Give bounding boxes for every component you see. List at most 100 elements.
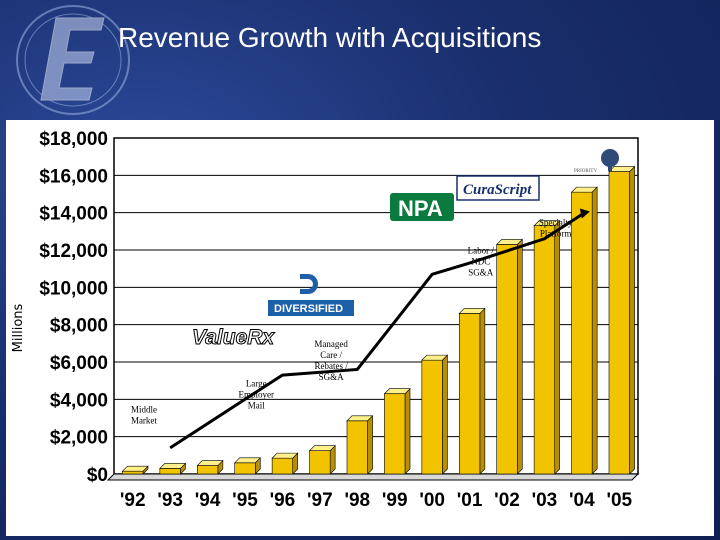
x-tick-label: '95 [232, 490, 258, 511]
x-tick-label: '02 [494, 490, 520, 511]
bar [233, 457, 262, 475]
bar-front [122, 470, 144, 475]
annotation-label: Managed Care / Rebates / SG&A [314, 339, 348, 382]
bar-front [309, 450, 331, 475]
bar-side [554, 220, 561, 475]
y-tick-label: $4,000 [50, 390, 108, 411]
chart-floor [106, 473, 640, 481]
x-tick-label: '00 [419, 490, 445, 511]
y-tick-labels: $0 $2,000 $4,000 $6,000 $8,000 $10,000 $12,000… [39, 129, 108, 486]
bar [159, 462, 187, 475]
tree-icon [601, 149, 619, 167]
bar [308, 444, 336, 475]
bar [533, 220, 561, 475]
y-tick-label: $18,000 [39, 129, 108, 150]
y-tick-label: $12,000 [39, 241, 108, 262]
trend-line-group [169, 208, 590, 450]
bar [495, 238, 524, 475]
slide-title: Revenue Growth with Acquisitions [118, 22, 542, 53]
x-tick-label: '05 [606, 490, 632, 511]
bar [346, 415, 374, 475]
bar [421, 354, 449, 475]
priority-healthcare-logo: PRIORITY [574, 149, 619, 174]
bar-front [458, 313, 481, 475]
bar-front [421, 359, 443, 475]
npa-logo-text: NPA [398, 196, 443, 221]
x-tick-label: '92 [120, 490, 146, 511]
bar-top [233, 457, 262, 464]
bar-top [495, 239, 524, 245]
bar-top [608, 166, 636, 172]
bar-top [271, 452, 299, 459]
chart-panel: Middle Market Large Employer Mail Managed Care… [6, 120, 714, 536]
y-axis-title: Millions [11, 303, 26, 352]
bar-top [308, 445, 336, 451]
y-tick-label: $8,000 [50, 316, 108, 337]
bar-side [629, 165, 635, 475]
y-tick-label: $6,000 [50, 353, 108, 374]
bar [458, 307, 486, 475]
x-tick-label: '93 [157, 490, 183, 511]
x-tick-label: '96 [270, 490, 296, 511]
npa-logo: NPA [390, 193, 454, 221]
bar [196, 459, 224, 475]
curascript-frame [456, 175, 540, 201]
x-tick-label: '99 [382, 490, 408, 511]
diversified-mark-icon [300, 274, 318, 294]
tree-trunk-icon [608, 162, 612, 171]
bar-side [367, 415, 373, 475]
priority-logo-text: PRIORITY [574, 169, 597, 174]
bar [608, 165, 636, 475]
bar-front [271, 457, 294, 475]
trend-line [169, 213, 583, 450]
curascript-logo: CuraScript [456, 175, 540, 201]
x-tick-label: '97 [307, 490, 333, 511]
bar-front [533, 225, 556, 475]
annotations: Middle Market Large Employer Mail Managed Care… [131, 218, 573, 426]
bar-front [384, 393, 406, 475]
revenue-bar-chart: Middle Market Large Employer Mail Managed Care… [11, 129, 640, 511]
bar-side [404, 388, 411, 475]
bar-front [346, 420, 368, 475]
bar-top [570, 186, 598, 193]
bar-front [571, 191, 593, 475]
bar [121, 465, 149, 475]
bar-side [442, 354, 448, 475]
bar-front [159, 468, 181, 475]
diversified-logo-text: DIVERSIFIED [274, 303, 343, 315]
y-tick-label: $14,000 [39, 204, 108, 225]
bars [121, 165, 636, 475]
x-tick-label: '04 [569, 490, 595, 511]
bar [383, 388, 411, 475]
bar-top [533, 220, 561, 227]
bar-top [159, 463, 187, 469]
x-tick-labels: '92 '93 '94 '95 '96 '97 '98 '99 '00 '01 '02 '03 '04 '… [120, 490, 633, 511]
bar-side [591, 186, 598, 475]
bar-top [121, 465, 149, 472]
bar-top [196, 460, 224, 466]
bar-top [383, 388, 411, 395]
y-tick-label: $10,000 [39, 278, 108, 299]
bar-top [421, 354, 449, 361]
annotation-label: Labor / NDC SG&A [468, 246, 495, 278]
x-tick-label: '98 [344, 490, 370, 511]
bar [271, 452, 299, 475]
y-tick-label: $0 [87, 465, 108, 486]
bar-side [516, 238, 523, 475]
npa-badge [390, 193, 454, 221]
bar-top [458, 308, 486, 314]
x-tick-label: '03 [532, 490, 558, 511]
annotation-label: Middle Market [131, 404, 157, 425]
bar-front [234, 462, 256, 475]
bar-top [346, 415, 374, 422]
x-tick-label: '01 [457, 490, 483, 511]
annotation-label: Large Employer Mail [238, 378, 274, 410]
company-e-logo-watermark [16, 5, 130, 115]
trend-arrow-head [579, 208, 590, 219]
bar-front [196, 465, 219, 475]
x-tick-label: '94 [195, 490, 221, 511]
annotation-label: Specialty Platform [539, 218, 573, 239]
valuerx-logo-text: ValueRx [192, 326, 275, 349]
bar-front [496, 244, 518, 475]
diversified-banner [268, 300, 354, 316]
